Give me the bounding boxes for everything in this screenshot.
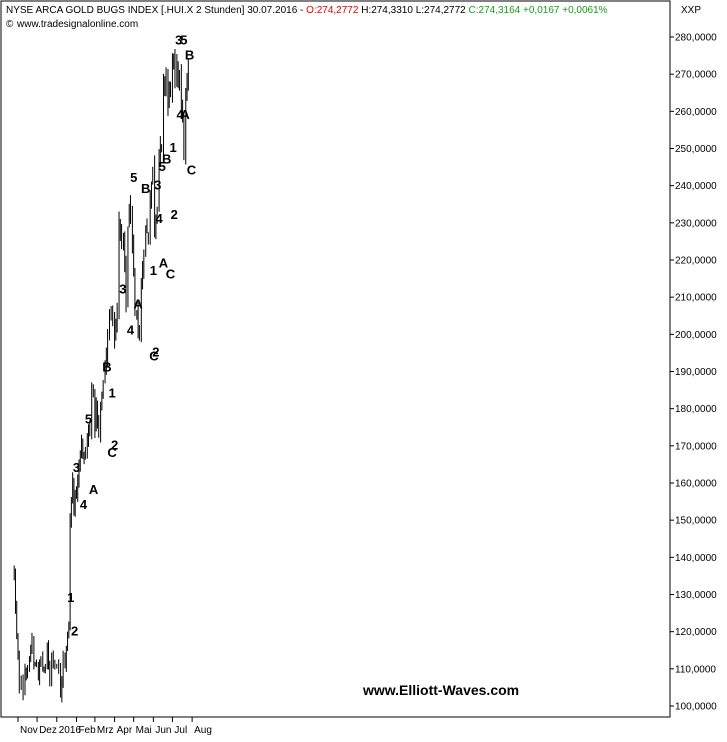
wave-label: 2 [111, 438, 118, 453]
watermark: www.Elliott-Waves.com [362, 682, 519, 698]
wave-label: 4 [155, 211, 163, 226]
y-tick-label: 170,0000 [675, 441, 717, 452]
plot-frame [0, 0, 671, 718]
wave-label: 2 [71, 623, 78, 638]
wave-label: 3 [119, 281, 126, 296]
wave-label: C [166, 267, 176, 282]
y-tick-label: 140,0000 [675, 553, 717, 564]
wave-label: 1 [108, 386, 115, 401]
wave-label: 3 [73, 460, 80, 475]
y-tick-label: 220,0000 [675, 256, 717, 267]
wave-label: 2 [171, 207, 178, 222]
wave-label: C [149, 348, 159, 363]
wave-label: A [89, 482, 99, 497]
header-close: C:274,3164 [469, 5, 521, 16]
wave-label: C [187, 163, 197, 178]
wave-label: 4 [176, 107, 184, 122]
y-tick-label: 110,0000 [675, 664, 716, 675]
wave-label: 5 [130, 170, 137, 185]
wave-label: A [180, 107, 190, 122]
y-tick-label: 210,0000 [675, 293, 717, 304]
wave-label: 5 [85, 412, 92, 427]
wave-label: 4 [80, 497, 88, 512]
wave-label: 5 [180, 32, 187, 47]
header-change: +0,0167 [523, 5, 560, 16]
wave-label: 1 [67, 590, 74, 605]
header-change-pct: +0,0061% [562, 5, 607, 16]
y-tick-label: 260,0000 [675, 107, 717, 118]
y-tick-label: 200,0000 [675, 330, 717, 341]
header-title: NYSE ARCA GOLD BUGS INDEX [.HUI.X 2 Stun… [6, 5, 306, 16]
y-tick-label: 120,0000 [675, 627, 717, 638]
header-open: O:274,2772 [306, 5, 359, 16]
header-info: NYSE ARCA GOLD BUGS INDEX [.HUI.X 2 Stun… [6, 5, 608, 16]
header-low: L:274,2772 [416, 5, 466, 16]
source-text: www.tradesignalonline.com [16, 19, 138, 30]
price-series [13, 48, 189, 703]
wave-label: A [133, 296, 143, 311]
x-tick-label: Apr [117, 725, 133, 736]
y-tick-label: 280,0000 [675, 33, 717, 44]
wave-label: 5 [159, 159, 166, 174]
exchange-tag: XXP [681, 5, 701, 16]
wave-label: 2 [152, 345, 159, 360]
source-line: © www.tradesignalonline.com [6, 19, 138, 30]
x-tick-label: Jul [174, 725, 187, 736]
x-tick-label: Aug [194, 725, 212, 736]
wave-label: 1 [150, 263, 157, 278]
y-tick-label: 230,0000 [675, 218, 717, 229]
y-tick-label: 150,0000 [675, 516, 717, 527]
wave-label: B [185, 47, 194, 62]
y-tick-label: 240,0000 [675, 181, 717, 192]
y-tick-label: 100,0000 [675, 702, 717, 713]
y-tick-label: 180,0000 [675, 404, 717, 415]
y-tick-label: 160,0000 [675, 479, 717, 490]
wave-label: B [102, 360, 111, 375]
x-tick-label: Dez [39, 725, 57, 736]
y-tick-label: 190,0000 [675, 367, 717, 378]
x-tick-label: Mrz [97, 725, 114, 736]
x-tick-label: Nov [20, 725, 38, 736]
wave-label: A [159, 255, 169, 270]
wave-label: C [107, 445, 117, 460]
x-tick-label: Feb [78, 725, 96, 736]
wave-label: 3 [175, 32, 182, 47]
wave-label: B [141, 181, 150, 196]
y-tick-label: 250,0000 [675, 144, 717, 155]
wave-label: B [162, 151, 171, 166]
x-tick-label: Mai [136, 725, 152, 736]
x-tick-label: 2016 [59, 725, 82, 736]
y-tick-label: 130,0000 [675, 590, 717, 601]
copyright-icon: © [6, 19, 14, 30]
wave-label: 1 [169, 140, 176, 155]
y-tick-label: 270,0000 [675, 70, 717, 81]
x-tick-label: Jun [155, 725, 171, 736]
wave-label: 4 [127, 322, 135, 337]
header-high: H:274,3310 [361, 5, 413, 16]
y-axis: 100,0000 110,0000 120,0000 130,0000 140,0000… [670, 33, 717, 713]
wave-label: 3 [154, 177, 161, 192]
